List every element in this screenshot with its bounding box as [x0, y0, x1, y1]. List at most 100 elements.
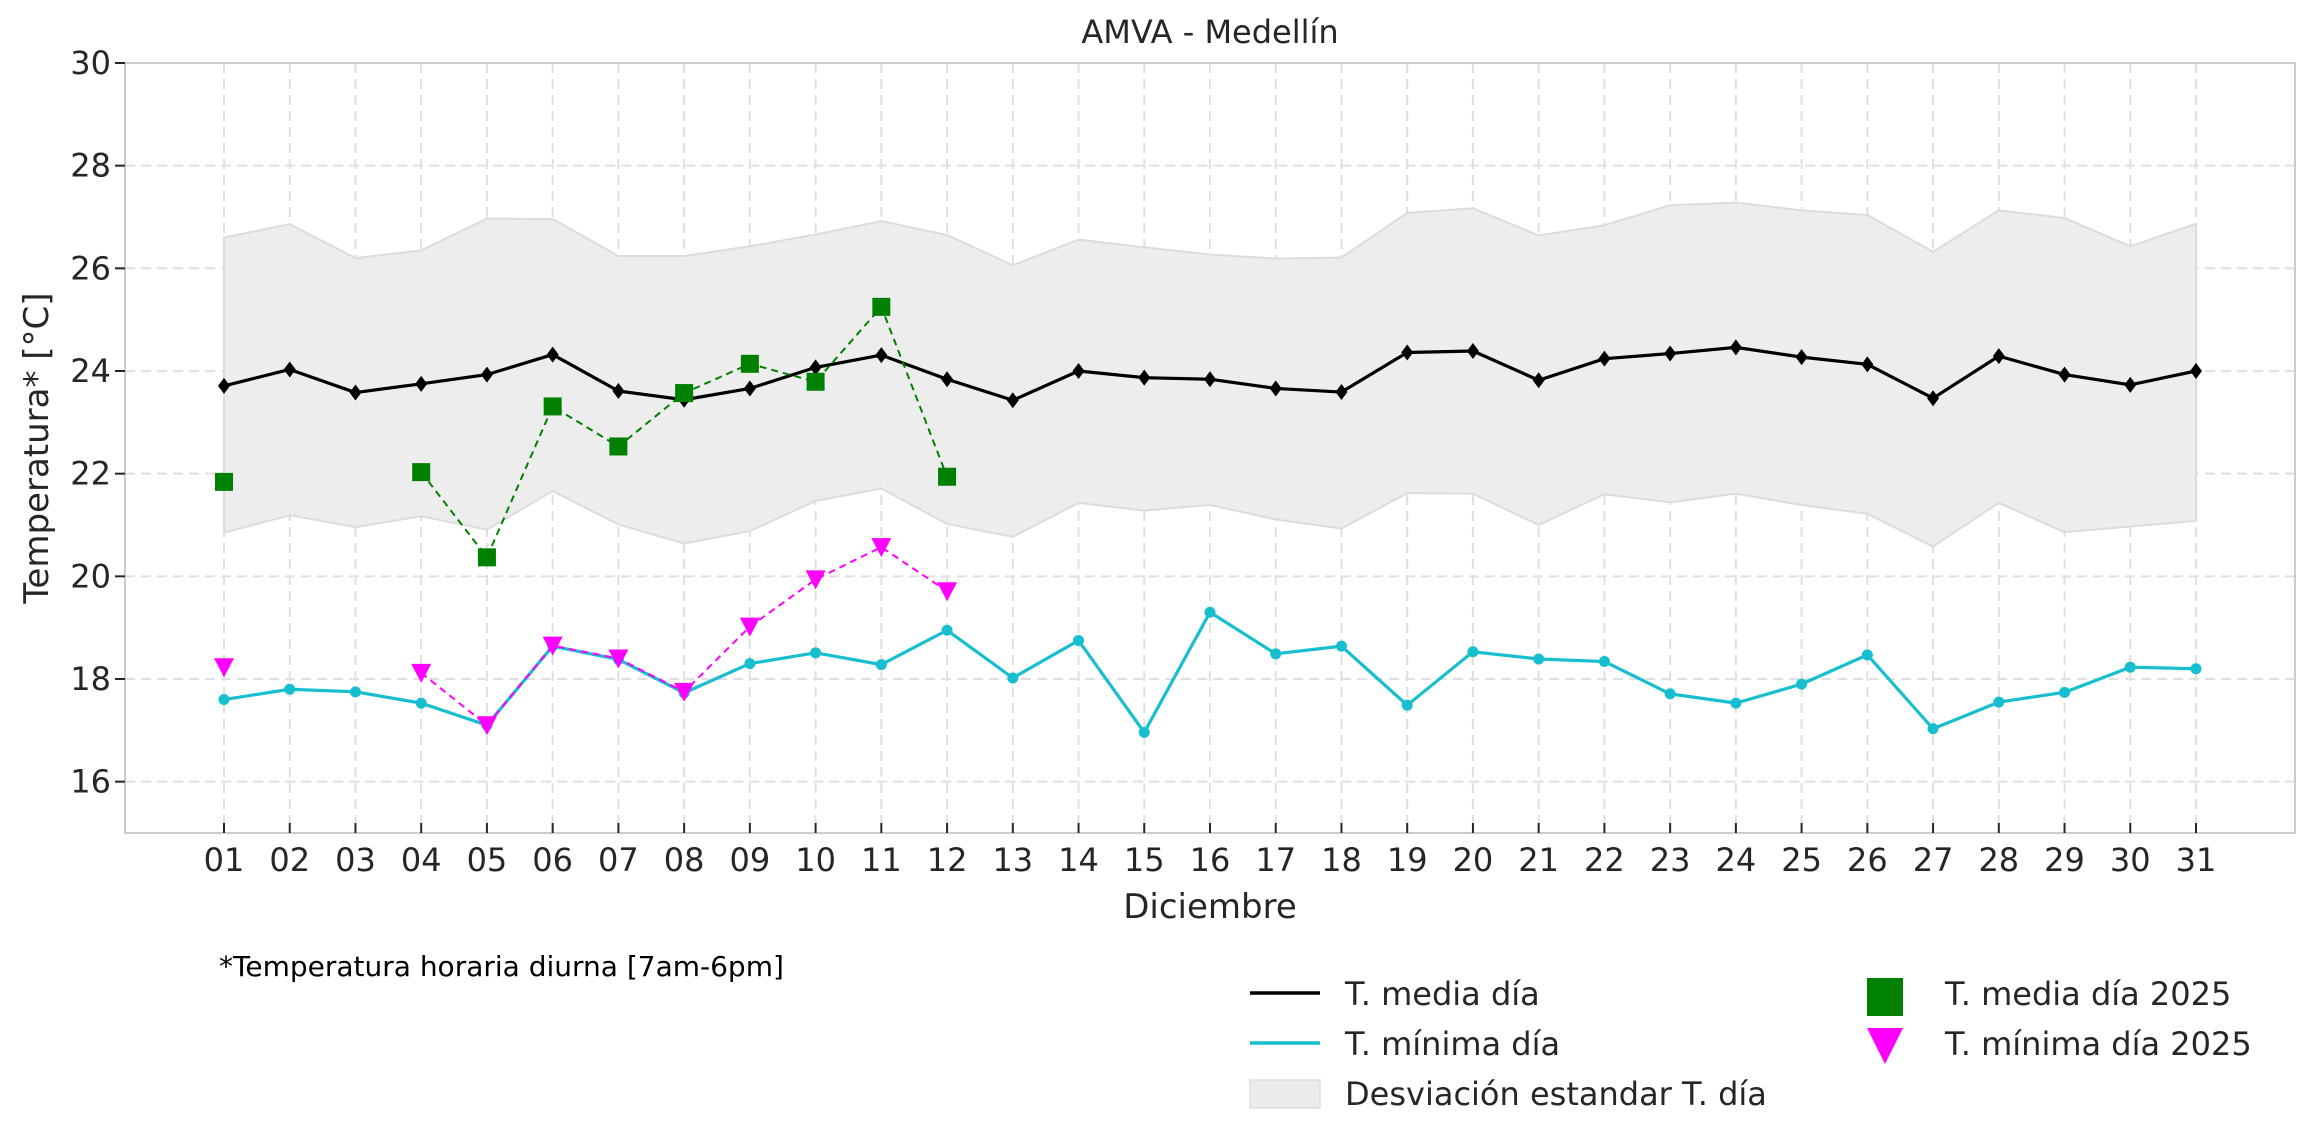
series-t-m-nima-d-a-2025: [214, 538, 958, 736]
legend-swatch-media-2025: [1867, 978, 1903, 1016]
data-point: [809, 359, 822, 376]
data-point: [477, 548, 496, 567]
data-point: [215, 472, 233, 491]
data-point: [1335, 384, 1348, 401]
x-tick-label: 17: [1255, 841, 1296, 879]
y-tick-label: 20: [70, 557, 111, 595]
x-tick-label: 27: [1913, 841, 1954, 879]
data-point: [1466, 342, 1479, 359]
data-point: [2059, 686, 2071, 698]
x-tick-label: 15: [1124, 841, 1165, 879]
data-point: [810, 647, 822, 659]
x-tick-label: 12: [927, 841, 968, 879]
data-point: [415, 697, 427, 709]
data-point: [2124, 376, 2137, 393]
data-point: [1598, 656, 1610, 668]
data-point: [546, 346, 559, 363]
legend-swatch-std: [1249, 1079, 1321, 1109]
x-tick-label: 20: [1453, 841, 1494, 879]
y-tick-label: 22: [70, 455, 111, 493]
legend-label-media: T. media día: [1344, 975, 1540, 1013]
data-point: [1993, 696, 2005, 708]
data-point: [1006, 392, 1019, 409]
series-layer: [214, 297, 2202, 738]
chart-title: AMVA - Medellín: [1081, 13, 1338, 51]
data-point: [872, 297, 891, 316]
x-tick-label: 25: [1781, 841, 1822, 879]
legend-swatch-minima-2025: [1867, 1028, 1903, 1064]
data-point: [349, 384, 362, 401]
x-tick-label: 01: [204, 841, 245, 879]
data-point: [1729, 339, 1742, 356]
data-point: [412, 463, 431, 482]
x-tick-label: 11: [861, 841, 902, 879]
legend: T. media día T. mínima día Desviación es…: [1249, 975, 2252, 1113]
x-tick-label: 13: [992, 841, 1033, 879]
x-tick-label: 05: [467, 841, 508, 879]
x-axis: 01 02 03 04 05 06 07 08 09 10 11 12 13 14 15 16 17 18 19 20…: [204, 823, 2217, 879]
data-point: [1795, 349, 1808, 366]
data-point: [1730, 697, 1742, 709]
x-tick-label: 02: [269, 841, 310, 879]
data-point: [1401, 344, 1414, 361]
data-point: [1073, 635, 1085, 646]
data-point: [1401, 699, 1413, 711]
data-point: [938, 467, 957, 486]
data-point: [1467, 646, 1479, 658]
x-tick-label: 07: [598, 841, 639, 879]
data-point: [1796, 678, 1808, 690]
x-axis-label: Diciembre: [1123, 887, 1297, 927]
data-point: [1270, 648, 1282, 660]
data-point: [1204, 606, 1216, 618]
data-point: [1138, 726, 1150, 738]
data-point: [2124, 661, 2136, 673]
data-point: [411, 663, 432, 683]
data-point: [1533, 653, 1545, 665]
footnote: *Temperatura horaria diurna [7am-6pm]: [219, 950, 784, 983]
x-tick-label: 08: [664, 841, 705, 879]
data-point: [1927, 390, 1940, 407]
x-tick-label: 18: [1321, 841, 1362, 879]
data-point: [476, 716, 497, 736]
y-axis: 16 18 20 22 24 26 28 30: [70, 44, 125, 801]
data-point: [941, 624, 953, 636]
data-point: [1204, 371, 1216, 388]
x-tick-label: 03: [335, 841, 376, 879]
data-point: [941, 371, 954, 388]
data-point: [284, 683, 296, 695]
data-point: [218, 694, 230, 706]
y-tick-label: 18: [70, 660, 111, 698]
data-point: [1072, 363, 1085, 379]
x-tick-label: 23: [1650, 841, 1691, 879]
x-tick-label: 28: [1978, 841, 2019, 879]
data-point: [1664, 345, 1677, 362]
data-point: [1664, 688, 1676, 700]
y-axis-label: Temperatura* [°C]: [17, 292, 57, 604]
legend-label-minima-2025: T. mínima día 2025: [1944, 1025, 2252, 1063]
data-point: [1992, 348, 2005, 365]
x-tick-label: 30: [2110, 841, 2151, 879]
x-tick-label: 06: [532, 841, 573, 879]
data-point: [283, 361, 296, 378]
legend-label-media-2025: T. media día 2025: [1944, 975, 2231, 1013]
legend-label-std: Desviación estandar T. día: [1345, 1075, 1767, 1113]
data-point: [739, 617, 760, 637]
data-point: [2190, 663, 2202, 675]
x-tick-label: 04: [401, 841, 442, 879]
x-tick-label: 09: [730, 841, 771, 879]
y-tick-label: 16: [70, 763, 111, 801]
data-point: [806, 372, 825, 391]
data-point: [480, 366, 493, 383]
y-tick-label: 28: [70, 147, 111, 185]
data-point: [744, 658, 756, 670]
data-point: [542, 636, 563, 656]
data-point: [1861, 649, 1873, 661]
data-point: [875, 347, 888, 364]
data-point: [937, 582, 958, 602]
data-point: [1532, 372, 1545, 389]
data-point: [875, 659, 887, 671]
x-tick-label: 31: [2176, 841, 2217, 879]
series-t-media-d-a-2025: [215, 297, 957, 567]
y-tick-label: 26: [70, 249, 111, 287]
